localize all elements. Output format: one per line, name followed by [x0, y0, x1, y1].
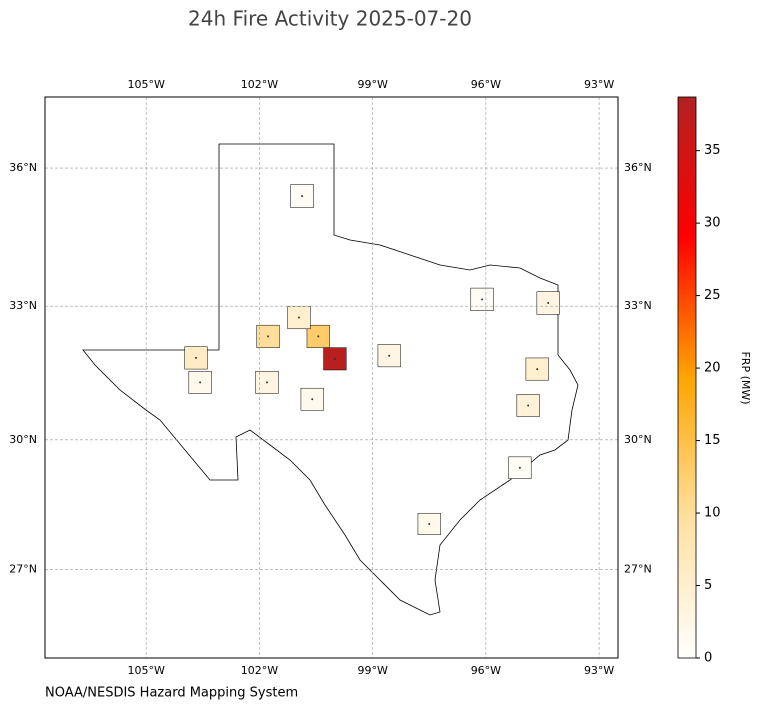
fire-point — [388, 354, 391, 357]
fire-point — [194, 356, 197, 359]
x-tick-label: 102°W — [241, 664, 278, 677]
colorbar-tick-label: 25 — [704, 288, 721, 303]
fire-point — [481, 298, 484, 301]
colorbar-tick-label: 35 — [704, 143, 721, 158]
y-tick-label: 36°N — [9, 161, 37, 174]
colorbar — [677, 96, 697, 659]
fire-point — [518, 466, 521, 469]
x-tick-label: 96°W — [471, 664, 501, 677]
colorbar-tick-label: 10 — [704, 506, 721, 521]
y-tick-label: 27°N — [9, 562, 37, 575]
y-tick-label: 36°N — [624, 161, 652, 174]
colorbar-tick-label: 20 — [704, 361, 721, 376]
fire-point — [536, 368, 539, 371]
fire-point — [301, 195, 304, 198]
x-tick-label: 93°W — [584, 664, 614, 677]
colorbar-tick-label: 5 — [704, 578, 712, 593]
colorbar-tick-label: 30 — [704, 216, 721, 231]
fire-point — [199, 381, 202, 384]
x-tick-label: 96°W — [471, 78, 501, 91]
y-tick-label: 27°N — [624, 562, 652, 575]
fire-point — [298, 316, 301, 319]
y-tick-label: 33°N — [624, 299, 652, 312]
fire-point — [333, 357, 336, 360]
source-note: NOAA/NESDIS Hazard Mapping System — [45, 686, 298, 701]
fire-point — [265, 381, 268, 384]
fire-point — [428, 522, 431, 525]
fire-point — [311, 398, 314, 401]
fire-point — [527, 404, 530, 407]
fire-point — [547, 302, 550, 305]
y-tick-label: 33°N — [9, 299, 37, 312]
x-tick-label: 99°W — [357, 664, 387, 677]
y-tick-label: 30°N — [9, 433, 37, 446]
x-tick-label: 99°W — [357, 78, 387, 91]
fire-point — [317, 335, 320, 338]
colorbar-tick-label: 15 — [704, 433, 721, 448]
map-frame — [44, 96, 619, 659]
fire-point — [267, 335, 270, 338]
colorbar-label: FRP (MW) — [739, 351, 752, 404]
x-tick-label: 102°W — [241, 78, 278, 91]
texas-outline — [82, 143, 579, 616]
x-tick-label: 105°W — [127, 78, 164, 91]
colorbar-tick-label: 0 — [704, 651, 712, 666]
x-tick-label: 105°W — [127, 664, 164, 677]
y-tick-label: 30°N — [624, 433, 652, 446]
x-tick-label: 93°W — [584, 78, 614, 91]
map-title: 24h Fire Activity 2025-07-20 — [188, 7, 472, 31]
